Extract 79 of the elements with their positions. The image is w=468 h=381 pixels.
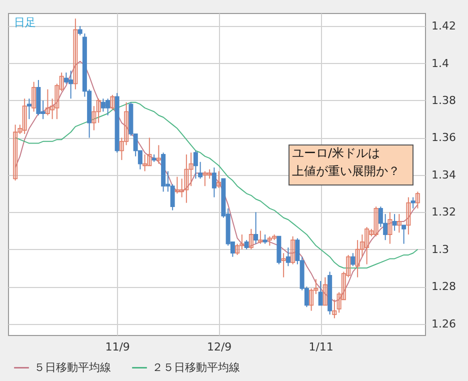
candlestick	[410, 196, 416, 209]
candlestick	[92, 106, 96, 131]
candlestick	[193, 150, 198, 180]
candlestick	[258, 230, 263, 244]
candlestick	[188, 152, 194, 187]
candlestick	[124, 102, 129, 146]
candlestick	[290, 236, 296, 265]
candlestick	[22, 98, 27, 134]
candlestick	[374, 206, 378, 237]
candlestick	[267, 236, 272, 246]
chart-title: 日足	[14, 16, 36, 29]
candlestick	[50, 98, 55, 120]
candlestick	[318, 280, 323, 306]
legend-label: ５日移動平均線	[34, 360, 111, 374]
candlestick	[207, 168, 212, 180]
y-tick-label: 1.42	[432, 20, 456, 33]
candlestick	[73, 18, 78, 90]
candlestick	[147, 137, 152, 166]
candlestick	[174, 176, 180, 194]
legend-label: ２５日移動平均線	[152, 360, 240, 374]
candlestick	[244, 240, 249, 250]
candlestick	[240, 234, 244, 250]
annotation: 上値が重い展開か？	[292, 164, 400, 178]
annotation: ユーロ/米ドルは	[292, 146, 380, 160]
candlestick	[26, 98, 32, 120]
candlestick	[96, 98, 101, 124]
line-series	[14, 102, 418, 268]
candlestick	[54, 83, 60, 120]
candlestick	[142, 154, 148, 172]
candlestick	[18, 124, 22, 134]
candlestick	[202, 170, 208, 187]
y-tick-label: 1.28	[432, 280, 456, 294]
y-tick-label: 1.34	[432, 168, 456, 182]
candlestick	[341, 271, 346, 300]
candlestick	[396, 214, 402, 234]
y-tick-label: 1.36	[432, 131, 456, 144]
candlestick	[13, 124, 18, 182]
y-tick-label: 1.32	[432, 206, 456, 219]
candlestick	[360, 234, 364, 258]
candlestick	[406, 196, 411, 235]
candlestick	[248, 228, 254, 250]
candlestick	[212, 166, 216, 198]
x-tick-label: 11/9	[105, 340, 130, 354]
candlestick	[369, 228, 374, 237]
candlestick	[388, 212, 392, 244]
candlestick	[32, 81, 36, 112]
y-tick-label: 1.3	[432, 242, 449, 256]
candlestick	[262, 234, 268, 244]
candlestick	[184, 154, 189, 204]
candlestick	[110, 94, 115, 110]
y-tick-label: 1.26	[432, 317, 456, 330]
candlestick	[119, 137, 124, 161]
candlestick	[180, 178, 184, 198]
x-tick-label: 1/11	[308, 340, 334, 354]
candlestick	[45, 88, 50, 116]
candlestick	[281, 252, 286, 278]
candlestick	[309, 288, 314, 312]
candlestick	[156, 144, 161, 164]
x-tick-label: 12/9	[206, 340, 232, 354]
candlestick	[272, 234, 277, 241]
candlestick	[336, 292, 342, 314]
candlestick	[355, 240, 360, 278]
candlestick	[59, 72, 64, 92]
candlestick	[314, 278, 318, 295]
candlestick	[346, 254, 351, 278]
candlestick	[254, 212, 258, 244]
candlestick	[364, 226, 370, 265]
candlestick	[216, 170, 222, 188]
candlestick	[332, 299, 337, 319]
candlestick	[286, 247, 290, 267]
candlestick	[415, 191, 420, 209]
y-tick-label: 1.38	[432, 94, 456, 107]
y-tick-label: 1.4	[432, 56, 449, 70]
candlestick	[235, 243, 240, 256]
candlestick	[392, 214, 397, 232]
candlestick	[402, 224, 406, 244]
candlestick	[198, 161, 203, 180]
candlestick	[322, 276, 328, 306]
candlestick	[350, 252, 356, 267]
